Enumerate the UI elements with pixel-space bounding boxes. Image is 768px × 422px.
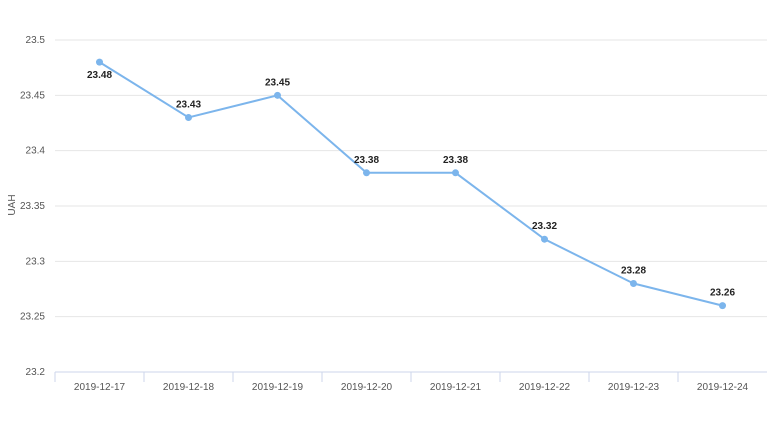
x-tick-label: 2019-12-19 — [252, 382, 304, 393]
data-label: 23.45 — [265, 77, 290, 88]
data-point — [630, 279, 637, 287]
data-point — [363, 169, 370, 177]
data-point — [185, 113, 192, 121]
data-label: 23.32 — [532, 221, 557, 232]
y-tick-label: 23.35 — [20, 201, 45, 212]
data-point — [96, 58, 103, 66]
data-label: 23.28 — [621, 265, 646, 276]
data-point — [719, 302, 726, 310]
y-tick-label: 23.2 — [26, 367, 46, 378]
data-label: 23.43 — [176, 99, 201, 110]
x-tick-label: 2019-12-22 — [519, 382, 571, 393]
data-point — [452, 169, 459, 177]
x-tick-label: 2019-12-24 — [697, 382, 749, 393]
y-tick-label: 23.4 — [26, 146, 46, 157]
x-tick-label: 2019-12-17 — [74, 382, 126, 393]
y-axis-label: UAH — [7, 194, 18, 215]
data-label: 23.26 — [710, 288, 735, 299]
data-label: 23.48 — [87, 70, 112, 81]
x-tick-label: 2019-12-18 — [163, 382, 215, 393]
x-tick-label: 2019-12-21 — [430, 382, 482, 393]
series-line — [98, 61, 723, 307]
y-tick-label: 23.5 — [26, 35, 46, 46]
data-point — [541, 235, 548, 243]
y-tick-label: 23.45 — [20, 90, 45, 101]
y-tick-label: 23.25 — [20, 312, 45, 323]
data-label: 23.38 — [354, 155, 379, 166]
data-point — [274, 91, 281, 99]
y-tick-label: 23.3 — [26, 256, 46, 267]
data-label: 23.38 — [443, 155, 468, 166]
x-tick-label: 2019-12-20 — [341, 382, 393, 393]
x-tick-label: 2019-12-23 — [608, 382, 660, 393]
